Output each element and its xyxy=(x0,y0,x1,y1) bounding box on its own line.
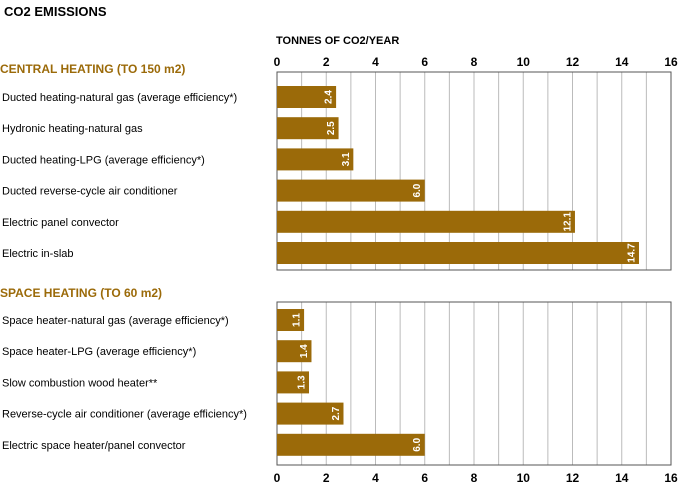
category-label: Electric space heater/panel convector xyxy=(2,440,186,452)
data-label: 6.0 xyxy=(412,437,423,451)
x-tick-label-top: 8 xyxy=(471,55,478,69)
data-label: 3.1 xyxy=(341,152,352,166)
x-tick-label-top: 2 xyxy=(323,55,330,69)
category-label: Electric panel convector xyxy=(2,217,119,229)
data-label: 2.7 xyxy=(331,406,342,420)
data-label: 12.1 xyxy=(562,212,573,232)
data-label: 2.4 xyxy=(324,90,335,104)
plot-frame xyxy=(276,71,672,271)
x-tick-label-top: 4 xyxy=(372,55,379,69)
data-label: 2.5 xyxy=(326,121,337,135)
data-label: 14.7 xyxy=(626,243,637,263)
category-label: Space heater-LPG (average efficiency*) xyxy=(2,346,196,358)
bar xyxy=(277,433,425,456)
x-axis-title: TONNES OF CO2/YEAR xyxy=(276,35,399,47)
category-label: Hydronic heating-natural gas xyxy=(2,123,143,135)
x-tick-label-bottom: 10 xyxy=(517,471,531,485)
bar xyxy=(277,210,575,233)
x-tick-label-top: 10 xyxy=(517,55,531,69)
category-label: Electric in-slab xyxy=(2,248,74,260)
bar xyxy=(277,117,339,140)
data-label: 1.3 xyxy=(297,375,308,389)
x-tick-label-bottom: 16 xyxy=(664,471,678,485)
bar xyxy=(277,402,344,425)
x-tick-label-top: 14 xyxy=(615,55,629,69)
x-tick-label-bottom: 4 xyxy=(372,471,379,485)
x-tick-label-bottom: 6 xyxy=(421,471,428,485)
bar xyxy=(277,86,337,108)
bar xyxy=(277,148,354,171)
data-label: 1.1 xyxy=(292,313,303,327)
category-label: Ducted heating-LPG (average efficiency*) xyxy=(2,154,205,166)
x-tick-label-top: 16 xyxy=(664,55,678,69)
x-tick-label-bottom: 14 xyxy=(615,471,629,485)
category-label: Slow combustion wood heater** xyxy=(2,377,158,389)
x-tick-label-top: 6 xyxy=(421,55,428,69)
data-label: 6.0 xyxy=(412,183,423,197)
x-tick-label-bottom: 8 xyxy=(471,471,478,485)
x-tick-label-top: 12 xyxy=(566,55,580,69)
bar xyxy=(277,179,425,202)
category-label: Ducted reverse-cycle air conditioner xyxy=(2,186,178,198)
section-label: SPACE HEATING (TO 60 m2) xyxy=(0,286,162,300)
x-tick-label-top: 0 xyxy=(274,55,281,69)
x-tick-label-bottom: 2 xyxy=(323,471,330,485)
section-label: CENTRAL HEATING (TO 150 m2) xyxy=(0,62,185,76)
category-label: Ducted heating-natural gas (average effi… xyxy=(2,92,237,104)
chart-title: CO2 EMISSIONS xyxy=(4,4,107,19)
x-tick-label-bottom: 0 xyxy=(274,471,281,485)
bar xyxy=(277,242,639,264)
data-label: 1.4 xyxy=(299,344,310,358)
category-label: Space heater-natural gas (average effici… xyxy=(2,315,229,327)
category-label: Reverse-cycle air conditioner (average e… xyxy=(2,409,247,421)
bar xyxy=(277,340,312,363)
x-tick-label-bottom: 12 xyxy=(566,471,580,485)
bar xyxy=(277,309,305,331)
bar xyxy=(277,371,310,394)
